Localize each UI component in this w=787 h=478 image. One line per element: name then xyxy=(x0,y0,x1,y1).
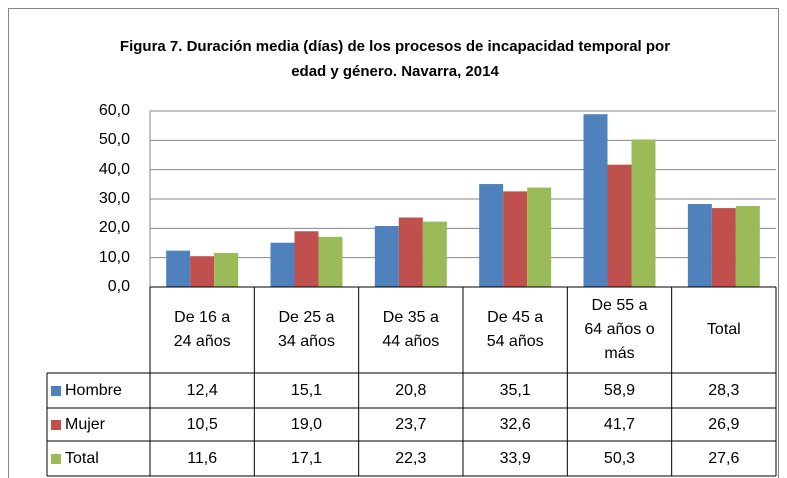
category-label: De 45 a 54 años xyxy=(486,309,544,350)
bar xyxy=(527,187,552,287)
table-value: 10,5 xyxy=(186,415,218,433)
table-value: 12,4 xyxy=(186,381,218,399)
table-value: 23,7 xyxy=(395,415,427,433)
table-value: 35,1 xyxy=(499,381,531,399)
bar xyxy=(166,250,191,287)
table-value: 11,6 xyxy=(187,449,218,467)
table-value: 22,3 xyxy=(395,449,427,467)
y-tick-label: 30,0 xyxy=(98,190,130,207)
table-value: 50,3 xyxy=(603,449,636,467)
bar xyxy=(190,256,215,287)
table-value: 41,7 xyxy=(603,415,636,433)
y-tick-label: 60,0 xyxy=(98,102,130,119)
table-value: 33,9 xyxy=(499,449,531,467)
legend-label: Hombre xyxy=(65,381,122,399)
table-value: 26,9 xyxy=(708,415,740,433)
y-tick-label: 20,0 xyxy=(98,219,130,237)
chart-frame xyxy=(8,8,779,478)
legend-label: Total xyxy=(65,449,99,467)
table-value: 28,3 xyxy=(708,381,740,399)
bar xyxy=(735,206,760,287)
bar xyxy=(607,164,632,287)
legend-entry: Mujer xyxy=(47,408,150,441)
category-label: De 16 a 24 años xyxy=(173,309,231,350)
bar xyxy=(583,114,608,287)
table-value: 20,8 xyxy=(395,381,427,399)
table-value: 15,1 xyxy=(290,381,323,399)
bar xyxy=(294,231,319,287)
bar xyxy=(270,242,295,287)
bar xyxy=(422,221,447,287)
category-label: De 25 a 34 años xyxy=(278,309,335,350)
bar xyxy=(398,217,423,287)
bar xyxy=(374,225,399,287)
y-tick-label: 50,0 xyxy=(98,131,130,149)
bar xyxy=(631,139,656,287)
bar xyxy=(214,252,239,287)
table-value: 27,6 xyxy=(708,449,740,467)
category-label: Total xyxy=(706,321,741,338)
legend-key xyxy=(51,419,61,430)
table-value: 19,0 xyxy=(290,415,323,433)
bar xyxy=(687,203,712,287)
table-value: 58,9 xyxy=(603,381,636,399)
y-tick-label: 10,0 xyxy=(98,248,130,266)
y-tick-label: 0,0 xyxy=(107,278,130,295)
table-value: 17,1 xyxy=(290,449,323,467)
table-value: 32,6 xyxy=(499,415,531,433)
y-tick-label: 40,0 xyxy=(98,160,130,178)
legend-entry: Total xyxy=(47,441,150,476)
bar xyxy=(503,191,528,287)
legend-key xyxy=(51,385,61,396)
bar xyxy=(318,236,343,287)
legend-label: Mujer xyxy=(65,415,106,433)
bar xyxy=(479,184,504,287)
legend-key xyxy=(51,453,61,464)
bar xyxy=(711,208,736,287)
legend-entry: Hombre xyxy=(47,373,150,408)
category-label: De 55 a 64 años o más xyxy=(584,297,655,362)
chart-title: Figura 7. Duración media (días) de los p… xyxy=(119,38,671,80)
category-label: De 35 a 44 años xyxy=(382,309,440,350)
